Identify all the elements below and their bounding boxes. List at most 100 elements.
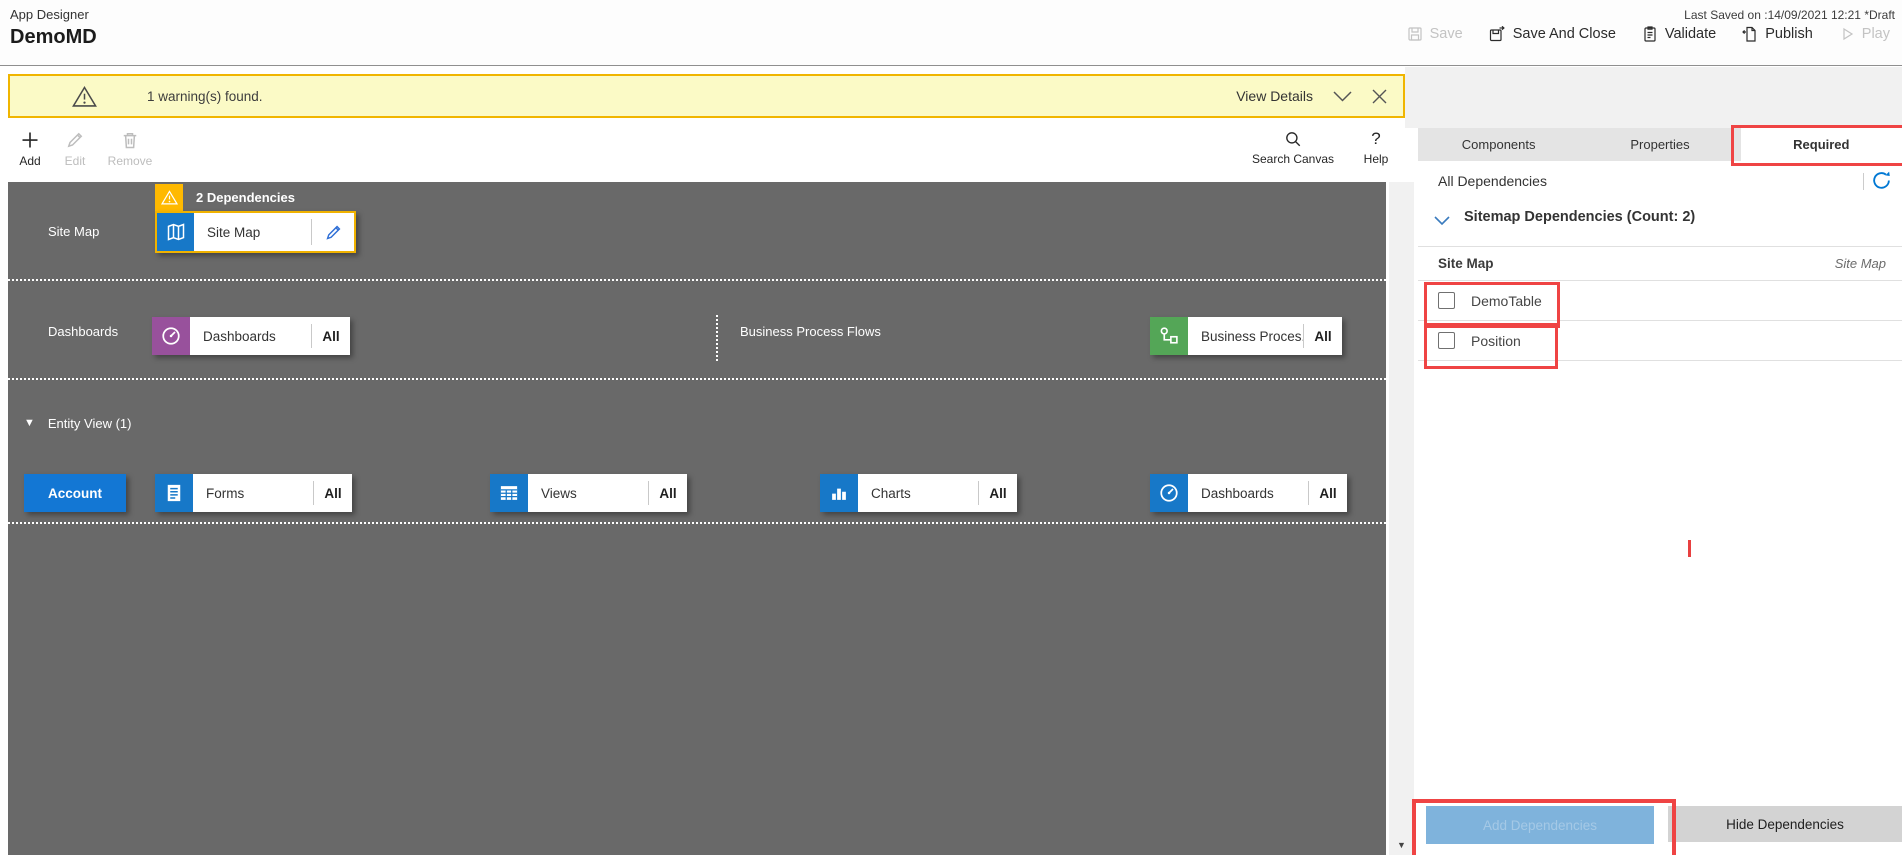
last-saved-status: Last Saved on :14/09/2021 12:21 *Draft xyxy=(1684,8,1895,22)
add-dependencies-button: Add Dependencies xyxy=(1426,806,1654,844)
remove-button: Remove xyxy=(102,130,158,168)
refresh-icon[interactable] xyxy=(1871,170,1892,191)
panel-tabs: Components Properties Required xyxy=(1418,128,1902,161)
dashboards-tile[interactable]: Dashboards All xyxy=(152,317,350,355)
section-divider xyxy=(716,315,718,361)
publish-button[interactable]: Publish xyxy=(1742,26,1813,42)
search-canvas-button[interactable]: Search Canvas xyxy=(1248,130,1338,166)
dependencies-badge-label: 2 Dependencies xyxy=(196,190,295,205)
play-label: Play xyxy=(1861,26,1890,42)
views-tile[interactable]: Views All xyxy=(490,474,687,512)
bpf-row-label: Business Process Flows xyxy=(740,324,881,339)
page-title: DemoMD xyxy=(10,26,97,48)
bpf-all-button[interactable]: All xyxy=(1314,328,1332,344)
dependencies-badge: 2 Dependencies xyxy=(155,184,295,211)
charts-all-button[interactable]: All xyxy=(989,485,1007,501)
question-icon: ? xyxy=(1371,129,1381,148)
help-label: Help xyxy=(1363,152,1389,166)
entity-view-section: ▼ Entity View (1) Account Forms All View… xyxy=(8,380,1386,524)
list-item-position[interactable]: Position xyxy=(1418,321,1902,361)
views-all-button[interactable]: All xyxy=(659,485,677,501)
dashboards-all-button[interactable]: All xyxy=(322,328,340,344)
entity-view-header[interactable]: ▼ Entity View (1) xyxy=(24,416,131,431)
all-dependencies-label: All Dependencies xyxy=(1438,173,1547,189)
forms-all-button[interactable]: All xyxy=(324,485,342,501)
add-label: Add xyxy=(19,154,41,168)
pencil-icon xyxy=(65,130,85,150)
demotable-label: DemoTable xyxy=(1471,292,1542,309)
validate-button[interactable]: Validate xyxy=(1642,26,1716,42)
tab-required[interactable]: Required xyxy=(1740,128,1902,161)
scroll-down-arrow-icon[interactable]: ▼ xyxy=(1397,840,1406,850)
demotable-checkbox[interactable] xyxy=(1438,292,1455,309)
command-bar: Save Save And Close Validate Publish Pla… xyxy=(1407,26,1890,42)
list-item-demotable[interactable]: DemoTable xyxy=(1418,281,1902,321)
save-and-close-label: Save And Close xyxy=(1512,26,1616,42)
top-right-background xyxy=(1405,67,1902,128)
play-icon xyxy=(1839,26,1855,42)
header: App Designer DemoMD Last Saved on :14/09… xyxy=(0,0,1902,66)
tile-divider xyxy=(978,481,979,505)
plus-icon xyxy=(20,130,40,150)
sitemap-row-label: Site Map xyxy=(48,224,100,239)
bpf-tile[interactable]: Business Proces... All xyxy=(1150,317,1342,355)
warning-message: 1 warning(s) found. xyxy=(147,88,263,104)
sitemap-tile-label: Site Map xyxy=(207,224,261,240)
entity-dashboards-all-button[interactable]: All xyxy=(1319,485,1337,501)
add-button[interactable]: Add xyxy=(10,130,50,168)
sitemap-dependencies-header: Sitemap Dependencies (Count: 2) xyxy=(1464,209,1696,225)
position-checkbox[interactable] xyxy=(1438,332,1455,349)
entity-dashboards-tile[interactable]: Dashboards All xyxy=(1150,474,1347,512)
validate-label: Validate xyxy=(1664,26,1717,42)
warning-icon xyxy=(72,85,97,108)
forms-tile[interactable]: Forms All xyxy=(155,474,352,512)
save-and-close-button[interactable]: Save And Close xyxy=(1489,26,1616,42)
chevron-down-icon[interactable] xyxy=(1434,216,1450,226)
canvas-toolbar: Add Edit Remove Search Canvas ? Help xyxy=(0,118,1415,182)
forms-icon xyxy=(155,474,193,512)
required-tab-content: All Dependencies Sitemap Dependencies (C… xyxy=(1418,161,1902,855)
publish-icon xyxy=(1742,26,1758,42)
help-button[interactable]: ? Help xyxy=(1356,129,1396,167)
views-tile-label: Views xyxy=(541,485,577,501)
dashboards-row-label: Dashboards xyxy=(48,324,119,339)
position-label: Position xyxy=(1471,332,1521,349)
charts-tile[interactable]: Charts All xyxy=(820,474,1017,512)
right-panel: Components Properties Required All Depen… xyxy=(1418,128,1902,855)
trash-icon xyxy=(120,130,140,150)
tab-properties[interactable]: Properties xyxy=(1579,128,1741,161)
search-icon xyxy=(1284,130,1302,148)
warning-banner: 1 warning(s) found. View Details xyxy=(8,74,1405,118)
close-icon[interactable] xyxy=(1372,89,1387,104)
remove-label: Remove xyxy=(107,154,153,168)
tile-divider xyxy=(311,324,312,348)
sitemap-tile[interactable]: Site Map xyxy=(155,211,356,253)
dependencies-list: Site Map Site Map DemoTable Position xyxy=(1418,246,1902,361)
entity-view-label: Entity View (1) xyxy=(47,416,132,431)
save-label: Save xyxy=(1429,26,1463,42)
chevron-down-icon[interactable] xyxy=(1333,90,1352,102)
tile-divider xyxy=(313,481,314,505)
edit-sitemap-button[interactable] xyxy=(312,213,354,251)
bpf-tile-label: Business Proces... xyxy=(1201,328,1303,344)
dashboards-tile-label: Dashboards xyxy=(203,328,276,344)
tile-divider xyxy=(311,219,312,245)
canvas-scrollbar[interactable]: ▼ xyxy=(1389,182,1414,855)
list-header-left: Site Map xyxy=(1438,256,1494,271)
publish-label: Publish xyxy=(1765,26,1813,42)
tile-divider xyxy=(1308,481,1309,505)
warning-square-icon xyxy=(155,184,183,211)
bar-chart-icon xyxy=(820,474,858,512)
tab-components[interactable]: Components xyxy=(1418,128,1580,161)
divider xyxy=(1863,173,1864,190)
forms-tile-label: Forms xyxy=(206,485,245,501)
views-grid-icon xyxy=(490,474,528,512)
list-header-right: Site Map xyxy=(1834,256,1886,271)
save-and-close-icon xyxy=(1489,26,1506,42)
banner-actions: View Details xyxy=(1236,88,1403,104)
view-details-link[interactable]: View Details xyxy=(1236,88,1313,104)
list-header-row: Site Map Site Map xyxy=(1418,246,1902,281)
account-entity-tile[interactable]: Account xyxy=(24,474,126,512)
edit-label: Edit xyxy=(64,154,86,168)
hide-dependencies-button[interactable]: Hide Dependencies xyxy=(1668,806,1902,842)
